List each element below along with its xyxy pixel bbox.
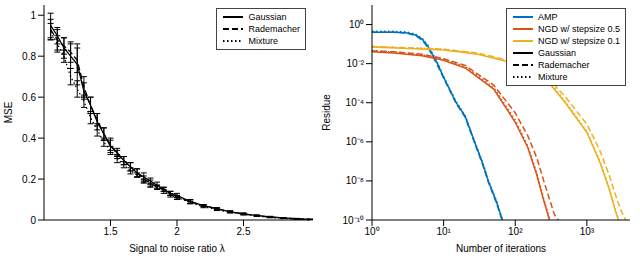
html-text:Rademacher: Rademacher [538,60,590,70]
svg-text:10⁰: 10⁰ [349,19,364,30]
svg-text:10²: 10² [508,226,523,237]
html-text:Rademacher: Rademacher [248,24,300,34]
svg-text:10⁻⁴: 10⁻⁴ [346,97,364,108]
svg-text:0.2: 0.2 [22,174,36,185]
svg-text:0: 0 [30,215,36,226]
html-text:NGD w/ stepsize 0.5: NGD w/ stepsize 0.5 [538,24,620,34]
svg-text:Signal to noise ratio λ: Signal to noise ratio λ [129,243,225,254]
svg-text:Number of iterations: Number of iterations [456,243,546,254]
html-text:Gaussian: Gaussian [538,48,576,58]
svg-text:10¹: 10¹ [436,226,451,237]
html-text:AMP: AMP [538,12,558,22]
svg-text:MSE: MSE [8,101,14,123]
html-text:Mixture: Mixture [248,36,278,46]
svg-text:10⁻¹⁰: 10⁻¹⁰ [343,215,364,226]
svg-text:2: 2 [174,226,180,237]
svg-text:2.5: 2.5 [237,226,251,237]
svg-text:10⁻²: 10⁻² [347,58,365,69]
svg-text:10³: 10³ [580,226,595,237]
svg-text:10⁻⁸: 10⁻⁸ [346,175,364,186]
svg-text:Residue: Residue [321,94,332,131]
svg-text:1.5: 1.5 [104,226,118,237]
svg-text:0.6: 0.6 [22,92,36,103]
svg-text:0.4: 0.4 [22,133,36,144]
html-text:Mixture: Mixture [538,72,568,82]
html-text:NGD w/ stepsize 0.1: NGD w/ stepsize 0.1 [538,36,620,46]
svg-text:10⁰: 10⁰ [364,226,379,237]
svg-text:10⁻⁶: 10⁻⁶ [346,136,364,147]
svg-text:1: 1 [30,10,36,21]
html-text:Gaussian: Gaussian [248,12,287,22]
svg-text:0.8: 0.8 [22,51,36,62]
